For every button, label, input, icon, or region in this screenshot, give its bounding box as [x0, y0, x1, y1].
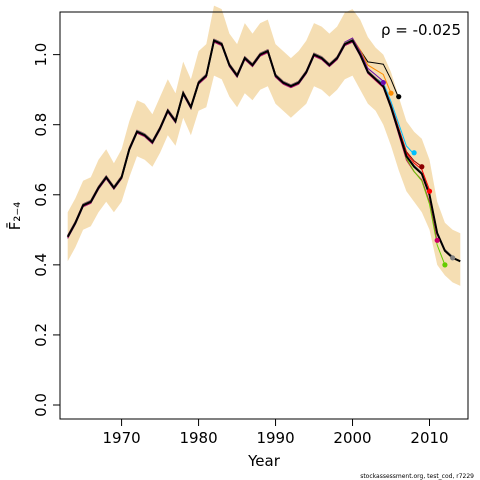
peel-endpoint — [411, 150, 417, 156]
estimate-line — [66, 39, 461, 263]
x-axis-title: Year — [247, 452, 281, 470]
peel-endpoint — [426, 188, 433, 194]
y-tick-label: 0.2 — [32, 323, 50, 347]
x-tick-label: 1970 — [102, 429, 140, 447]
y-tick-label: 0.6 — [32, 183, 50, 207]
y-tick-label: 0.0 — [32, 393, 50, 417]
plot-frame — [59, 11, 469, 420]
confidence-band — [67, 5, 461, 286]
peel-endpoint — [380, 80, 386, 86]
peel-endpoint — [396, 94, 402, 100]
y-tick-label: 0.8 — [32, 113, 50, 137]
x-tick-label: 1980 — [179, 429, 217, 447]
footer-credit: stockassessment.org, test_cod, r7229 — [360, 473, 474, 480]
y-axis-title: F̄₂₋₄ — [5, 202, 24, 231]
x-tick-label: 1990 — [256, 429, 294, 447]
peel-endpoint — [442, 262, 448, 268]
peel-endpoint — [419, 164, 425, 170]
peel-endpoint — [388, 90, 394, 96]
peel-endpoint — [450, 255, 456, 261]
rho-annotation: ρ = -0.025 — [381, 21, 461, 39]
y-tick-label: 1.0 — [32, 43, 50, 67]
peel-endpoint — [434, 237, 440, 243]
y-tick-label: 0.4 — [32, 253, 50, 277]
x-tick-label: 2000 — [333, 429, 371, 447]
x-tick-label: 2010 — [410, 429, 448, 447]
